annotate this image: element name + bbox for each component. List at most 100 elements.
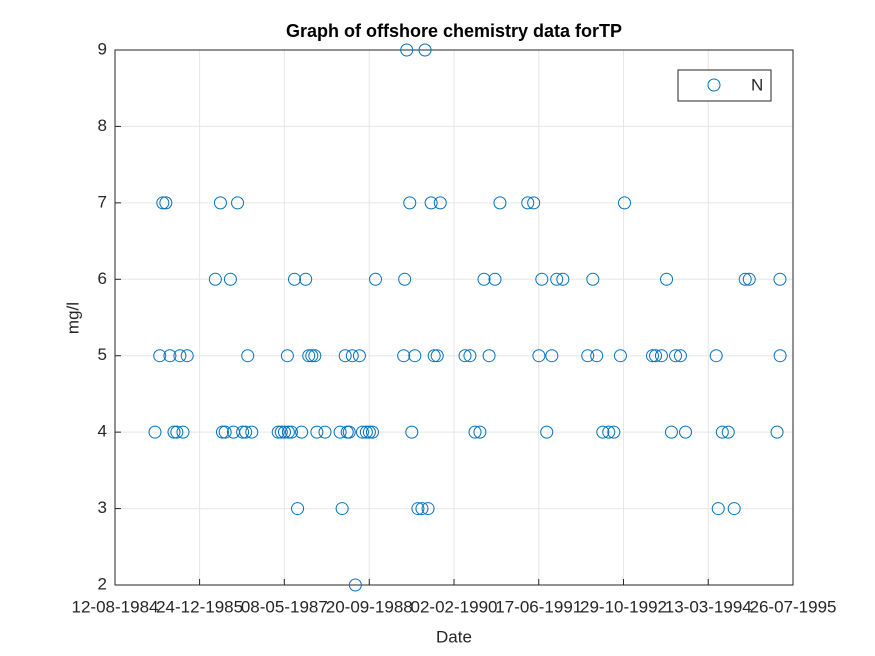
data-point (281, 425, 295, 439)
data-point (362, 425, 376, 439)
data-point (742, 272, 756, 286)
data-point (215, 425, 229, 439)
data-point (654, 349, 668, 363)
data-point (535, 272, 549, 286)
data-point (550, 272, 564, 286)
data-point (721, 425, 735, 439)
data-point (477, 272, 491, 286)
data-point (318, 425, 332, 439)
data-point (415, 502, 429, 516)
data-point (403, 196, 417, 210)
data-point (348, 578, 362, 592)
x-tick-label: 02-02-1990 (411, 597, 498, 616)
data-point (424, 196, 438, 210)
data-point (556, 272, 570, 286)
data-point (271, 425, 285, 439)
data-point (213, 196, 227, 210)
data-point (180, 349, 194, 363)
data-point (673, 349, 687, 363)
data-point (773, 349, 787, 363)
y-tick-label: 9 (98, 39, 107, 58)
data-point (488, 272, 502, 286)
data-point (408, 349, 422, 363)
data-point (473, 425, 487, 439)
data-point (223, 272, 237, 286)
legend-label: N (751, 75, 763, 94)
chart-title: Graph of offshore chemistry data forTP (286, 21, 622, 41)
data-point (167, 425, 181, 439)
data-point (664, 425, 678, 439)
data-point (278, 425, 291, 439)
data-point (305, 349, 319, 363)
y-axis-label: mg/l (63, 302, 82, 334)
data-point (153, 349, 167, 363)
data-point (308, 349, 322, 363)
x-tick-label: 08-05-1987 (241, 597, 328, 616)
data-point (590, 349, 604, 363)
data-point (231, 196, 245, 210)
data-point (365, 425, 379, 439)
y-tick-label: 2 (98, 574, 107, 593)
data-point (345, 349, 359, 363)
data-point (596, 425, 610, 439)
data-point (159, 196, 173, 210)
y-tick-label: 3 (98, 498, 107, 517)
data-point (299, 272, 313, 286)
data-point (369, 272, 383, 286)
data-point (458, 349, 472, 363)
legend-box (677, 69, 772, 102)
y-tick-label: 7 (98, 192, 107, 211)
data-point (245, 425, 259, 439)
data-point (493, 196, 507, 210)
x-tick-label: 26-07-1995 (750, 597, 837, 616)
data-point (433, 196, 447, 210)
data-point (649, 349, 663, 363)
axes-box (114, 49, 794, 586)
x-tick-label: 29-10-1992 (580, 597, 667, 616)
x-axis-label: Date (436, 627, 472, 646)
data-point (236, 425, 250, 439)
data-point (738, 272, 752, 286)
data-point (173, 349, 187, 363)
data-point (607, 425, 621, 439)
data-point (645, 349, 659, 363)
data-point (241, 349, 255, 363)
data-point (359, 425, 373, 439)
y-tick-label: 5 (98, 345, 107, 364)
data-point (163, 349, 177, 363)
data-point (613, 349, 627, 363)
data-point (711, 502, 725, 516)
data-point (302, 349, 316, 363)
data-point (770, 425, 784, 439)
data-point (669, 349, 683, 363)
data-point (280, 349, 294, 363)
data-point (618, 196, 632, 210)
data-point (295, 425, 309, 439)
x-tick-label: 17-06-1991 (495, 597, 582, 616)
data-point (482, 349, 496, 363)
data-point (411, 502, 425, 516)
data-point (715, 425, 729, 439)
data-point (427, 349, 441, 363)
data-point (660, 272, 674, 286)
data-point (397, 349, 411, 363)
y-tick-label: 8 (98, 116, 107, 135)
data-point (602, 425, 616, 439)
data-point (333, 425, 347, 439)
data-point (338, 349, 352, 363)
data-point (310, 425, 324, 439)
data-point (239, 425, 253, 439)
data-point (586, 272, 600, 286)
data-point (581, 349, 595, 363)
data-point (545, 349, 559, 363)
data-point (727, 502, 741, 516)
x-tick-label: 12-08-1984 (72, 597, 159, 616)
data-point (421, 502, 435, 516)
x-tick-label: 13-03-1994 (665, 597, 752, 616)
data-point (284, 425, 298, 439)
data-point (405, 425, 419, 439)
x-tick-label: 24-12-1985 (156, 597, 243, 616)
data-point (176, 425, 190, 439)
